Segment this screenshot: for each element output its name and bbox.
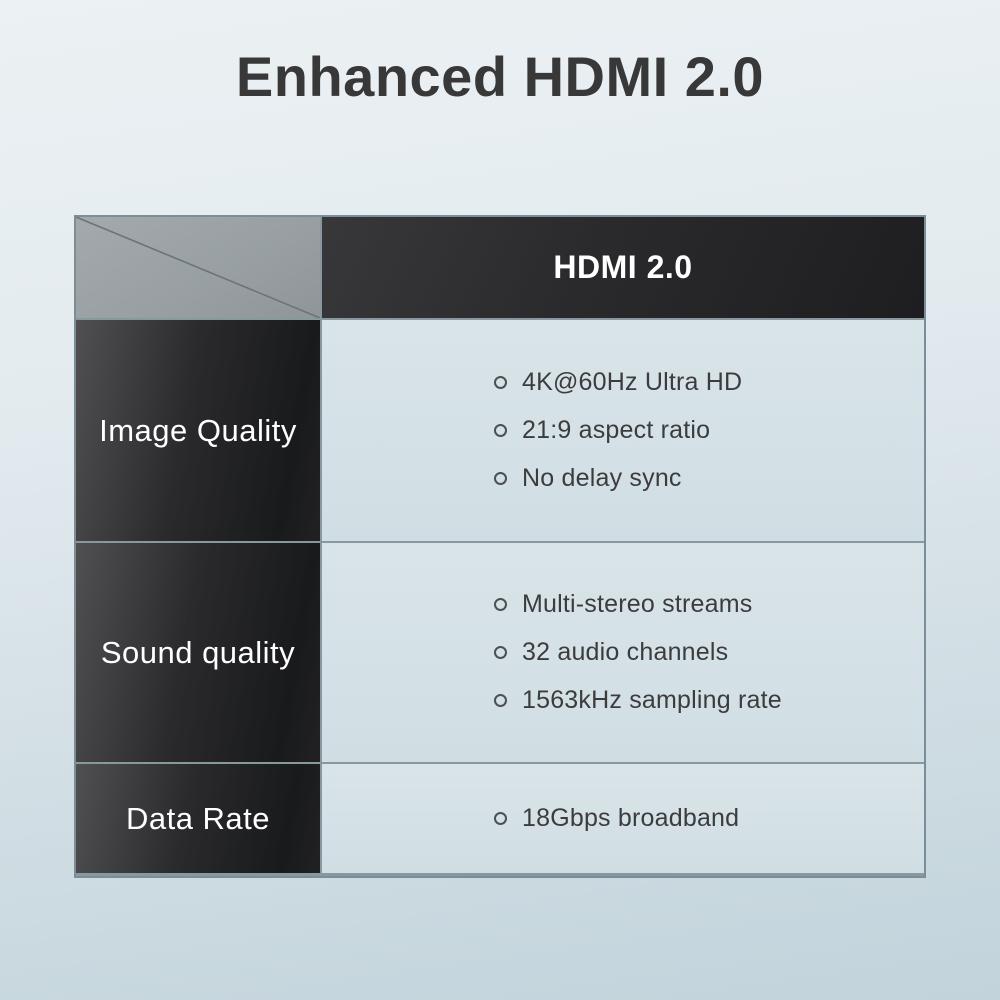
row-content-cell: 4K@60Hz Ultra HD 21:9 aspect ratio No dela… xyxy=(322,320,924,541)
row-label: Sound quality xyxy=(100,634,296,670)
table-wrap: HDMI 2.0 Image Quality 4K@60Hz Ultra HD 21… xyxy=(74,215,926,878)
feature-item: No delay sync xyxy=(494,464,904,493)
row-label-cell: Data Rate xyxy=(76,764,320,873)
feature-item: 18Gbps broadband xyxy=(494,804,904,833)
feature-text: 4K@60Hz Ultra HD xyxy=(522,368,743,396)
feature-list: 4K@60Hz Ultra HD 21:9 aspect ratio No dela… xyxy=(322,368,924,493)
feature-item: 1563kHz sampling rate xyxy=(494,686,904,715)
diagonal-divider-icon xyxy=(76,217,320,318)
feature-item: 21:9 aspect ratio xyxy=(494,416,904,445)
feature-text: 18Gbps broadband xyxy=(522,804,740,832)
feature-item: 32 audio channels xyxy=(494,638,904,667)
circle-bullet-icon xyxy=(494,424,507,437)
circle-bullet-icon xyxy=(494,646,507,659)
feature-text: 32 audio channels xyxy=(522,638,729,666)
circle-bullet-icon xyxy=(494,812,507,825)
page-title: Enhanced HDMI 2.0 xyxy=(235,45,765,108)
circle-bullet-icon xyxy=(494,376,507,389)
row-content-cell: 18Gbps broadband xyxy=(322,764,924,873)
row-label-cell: Sound quality xyxy=(76,543,320,762)
row-label: Data Rate xyxy=(125,800,271,836)
feature-item: Multi-stereo streams xyxy=(494,590,904,619)
feature-text: Multi-stereo streams xyxy=(522,590,753,618)
circle-bullet-icon xyxy=(494,598,507,611)
comparison-table: HDMI 2.0 Image Quality 4K@60Hz Ultra HD 21… xyxy=(74,215,926,878)
feature-list: Multi-stereo streams 32 audio channels 156… xyxy=(322,590,924,715)
row-label-cell: Image Quality xyxy=(76,320,320,541)
feature-text: No delay sync xyxy=(522,464,682,492)
row-label: Image Quality xyxy=(99,412,297,448)
corner-cell xyxy=(76,217,320,318)
row-content-cell: Multi-stereo streams 32 audio channels 156… xyxy=(322,543,924,762)
feature-text: 21:9 aspect ratio xyxy=(522,416,711,444)
feature-list: 18Gbps broadband xyxy=(322,804,924,833)
header-label: HDMI 2.0 xyxy=(553,249,693,285)
header-cell: HDMI 2.0 xyxy=(322,217,924,318)
feature-item: 4K@60Hz Ultra HD xyxy=(494,368,904,397)
feature-text: 1563kHz sampling rate xyxy=(522,686,782,714)
circle-bullet-icon xyxy=(494,472,507,485)
circle-bullet-icon xyxy=(494,694,507,707)
